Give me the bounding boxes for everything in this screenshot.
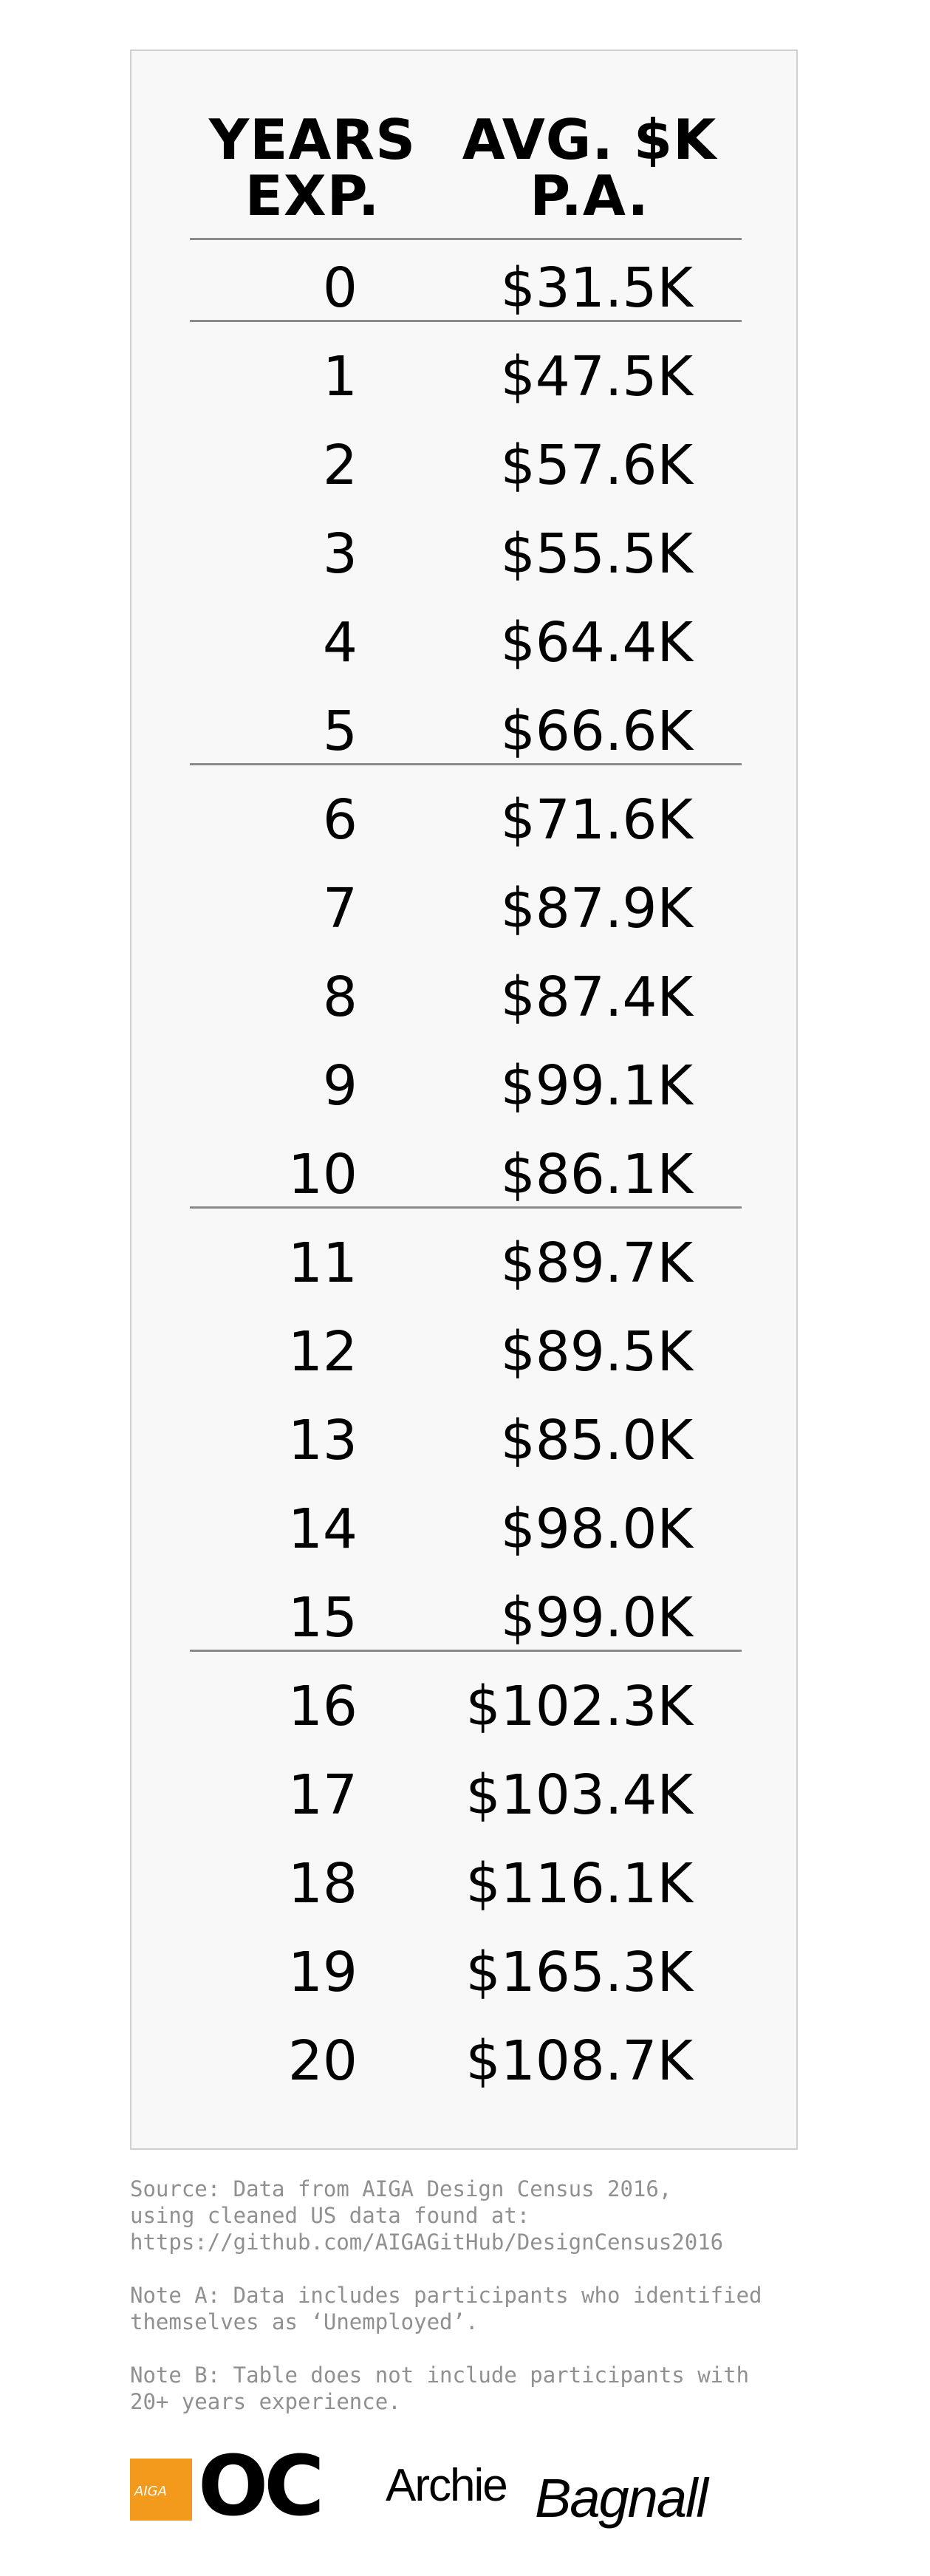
avg-salary-cell: $86.1K xyxy=(500,1143,693,1206)
avg-salary-cell: $87.4K xyxy=(500,966,693,1029)
years-exp-cell: 5 xyxy=(322,700,358,763)
years-exp-cell: 17 xyxy=(287,1763,358,1827)
years-exp-cell: 6 xyxy=(322,788,358,852)
logo-bar: AIGA OC Archie Bagnall xyxy=(130,2442,795,2534)
avg-salary-cell: $31.5K xyxy=(500,256,693,320)
avg-salary-cell: $85.0K xyxy=(500,1409,693,1472)
table-row: 19 $165.3K xyxy=(131,1924,796,2013)
table-row: 11 $89.7K xyxy=(131,1215,796,1304)
column-header-salary: AVG. $K P.A. xyxy=(462,107,717,228)
table-row: 9 $99.1K xyxy=(131,1038,796,1127)
years-exp-cell: 13 xyxy=(287,1409,358,1472)
years-exp-cell: 19 xyxy=(287,1941,358,2004)
table-row: 15 $99.0K xyxy=(131,1570,796,1658)
table-row: 3 $55.5K xyxy=(131,506,796,595)
years-exp-cell: 8 xyxy=(322,966,358,1029)
avg-salary-cell: $66.6K xyxy=(500,700,693,763)
avg-salary-cell: $47.5K xyxy=(500,345,693,409)
avg-salary-cell: $64.4K xyxy=(500,611,693,674)
years-exp-cell: 1 xyxy=(322,345,358,409)
avg-salary-cell: $116.1K xyxy=(465,1852,693,1916)
salary-table-panel: YEARS EXP. AVG. $K P.A. 0 $31.5K 1 $47.5K 2 $… xyxy=(130,49,798,2150)
table-row: 12 $89.5K xyxy=(131,1304,796,1393)
aiga-logo: AIGA xyxy=(130,2459,192,2521)
years-exp-cell: 9 xyxy=(322,1054,358,1118)
table-row: 14 $98.0K xyxy=(131,1481,796,1570)
group-divider-rule xyxy=(190,763,742,765)
table-row: 0 $31.5K xyxy=(131,240,796,329)
table-row: 2 $57.6K xyxy=(131,417,796,506)
avg-salary-cell: $102.3K xyxy=(465,1675,693,1738)
table-row: 5 $66.6K xyxy=(131,683,796,772)
years-exp-cell: 2 xyxy=(322,434,358,497)
avg-salary-cell: $57.6K xyxy=(500,434,693,497)
aiga-logo-text: AIGA xyxy=(134,2484,167,2499)
years-exp-cell: 16 xyxy=(287,1675,358,1738)
avg-salary-cell: $89.5K xyxy=(500,1320,693,1384)
footnotes: Source: Data from AIGA Design Census 201… xyxy=(130,2176,869,2442)
avg-salary-cell: $99.1K xyxy=(500,1054,693,1118)
table-row: 18 $116.1K xyxy=(131,1836,796,1924)
table-row: 1 $47.5K xyxy=(131,329,796,417)
note-b: Note B: Table does not include participa… xyxy=(130,2363,750,2414)
years-exp-cell: 4 xyxy=(322,611,358,674)
table-row: 8 $87.4K xyxy=(131,949,796,1038)
note-a: Note A: Data includes participants who i… xyxy=(130,2283,762,2334)
avg-salary-cell: $103.4K xyxy=(465,1763,693,1827)
table-row: 16 $102.3K xyxy=(131,1658,796,1747)
table-header: YEARS EXP. AVG. $K P.A. xyxy=(131,112,796,245)
years-exp-cell: 15 xyxy=(287,1586,358,1650)
avg-salary-cell: $87.9K xyxy=(500,877,693,940)
table-row: 13 $85.0K xyxy=(131,1393,796,1481)
avg-salary-cell: $165.3K xyxy=(465,1941,693,2004)
group-divider-rule xyxy=(190,1650,742,1652)
avg-salary-cell: $98.0K xyxy=(500,1497,693,1561)
years-exp-cell: 18 xyxy=(287,1852,358,1916)
author-last-name: Bagnall xyxy=(535,2467,708,2529)
table-row: 6 $71.6K xyxy=(131,772,796,861)
table-row: 10 $86.1K xyxy=(131,1127,796,1215)
avg-salary-cell: $71.6K xyxy=(500,788,693,852)
years-exp-cell: 11 xyxy=(287,1231,358,1295)
group-divider-rule xyxy=(190,320,742,322)
years-exp-cell: 10 xyxy=(287,1143,358,1206)
table-row: 4 $64.4K xyxy=(131,595,796,683)
years-exp-cell: 20 xyxy=(287,2029,358,2093)
avg-salary-cell: $55.5K xyxy=(500,522,693,586)
author-first-name: Archie xyxy=(386,2460,508,2511)
avg-salary-cell: $89.7K xyxy=(500,1231,693,1295)
header-rule xyxy=(190,238,742,240)
years-exp-cell: 12 xyxy=(287,1320,358,1384)
years-exp-cell: 3 xyxy=(322,522,358,586)
table-row: 20 $108.7K xyxy=(131,2013,796,2102)
table-row: 7 $87.9K xyxy=(131,861,796,949)
column-header-years: YEARS EXP. xyxy=(208,107,417,228)
years-exp-cell: 14 xyxy=(287,1497,358,1561)
avg-salary-cell: $108.7K xyxy=(465,2029,693,2093)
group-divider-rule xyxy=(190,1206,742,1209)
oc-logo-text: OC xyxy=(198,2439,324,2535)
years-exp-cell: 7 xyxy=(322,877,358,940)
years-exp-cell: 0 xyxy=(322,256,358,320)
table-row: 17 $103.4K xyxy=(131,1747,796,1836)
avg-salary-cell: $99.0K xyxy=(500,1586,693,1650)
source-note: Source: Data from AIGA Design Census 201… xyxy=(130,2176,724,2255)
